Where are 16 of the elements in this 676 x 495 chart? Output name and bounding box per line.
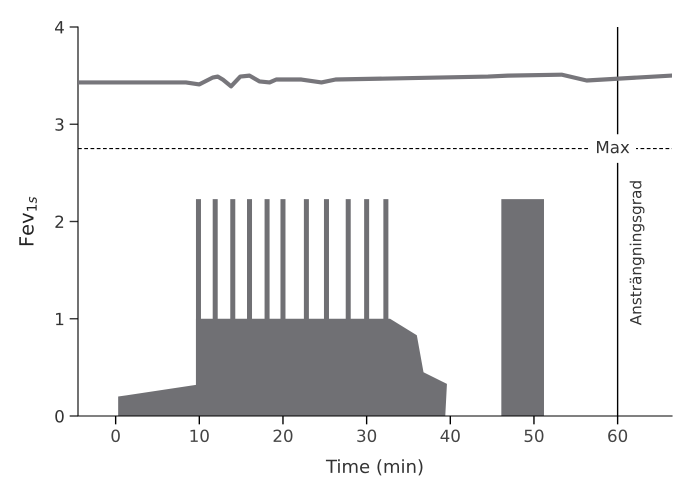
y-axis-title: Fev$_{1s}$ <box>19 196 37 246</box>
x-tick-label: 10 <box>190 429 209 442</box>
x-tick-label: 60 <box>608 429 628 442</box>
y-tick-label: 0 <box>55 410 64 423</box>
x-tick-label: 30 <box>357 429 376 442</box>
ref-line-label: Ansträngningsgrad <box>630 181 644 326</box>
y-tick-label: 3 <box>55 118 64 131</box>
ref-line-label: Max <box>597 141 630 154</box>
x-tick-label: 40 <box>440 429 460 442</box>
y-tick-label: 1 <box>56 312 64 326</box>
y-tick-label: 2 <box>55 215 64 228</box>
x-axis-title: Time (min) <box>326 459 422 476</box>
x-tick-label: 0 <box>111 429 120 442</box>
y-tick-label: 4 <box>55 21 64 34</box>
x-tick-label: 20 <box>274 429 292 442</box>
x-tick-label: 50 <box>524 429 544 442</box>
